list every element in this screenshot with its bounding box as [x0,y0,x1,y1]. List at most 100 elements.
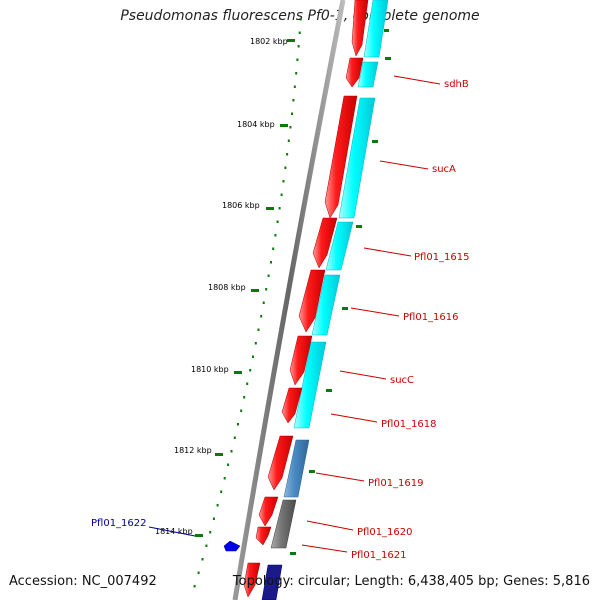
cog-block [357,61,379,88]
cog-block [338,97,376,219]
gene-arrow [298,269,326,333]
gc-dot [254,342,257,345]
map-title: Pseudomonas fluorescens Pf0-1, complete … [120,8,480,24]
gene-arrow [351,0,369,57]
gc-dot [291,112,293,115]
gene-label: sucA [432,164,456,175]
gene-arrow [281,387,303,424]
tick-label: 1804 kbp [237,120,275,129]
gc-dot [278,207,281,210]
gc-dot [220,490,223,493]
gc-dot [265,288,268,291]
gene-label: sdhB [444,79,469,90]
gene-arrow [289,335,313,386]
gene-arrow [243,562,261,598]
gc-dot [201,558,204,561]
cog-block [311,274,341,336]
gc-dot [209,531,212,534]
gene-arrow [267,435,294,491]
gc-dot [298,31,301,34]
gene-arrow [345,57,364,88]
outer-feature-marks [290,29,391,555]
gene-arrow [324,95,358,219]
gene-label-Pfl01_1618[interactable]: Pfl01_1618 [330,413,437,430]
gc-dot [246,382,249,385]
gene-label-Pfl01_1622[interactable]: Pfl01_1622 [91,518,196,537]
gene-arrow [258,496,279,527]
gc-dot [284,166,287,169]
gene-label-Pfl01_1616[interactable]: Pfl01_1616 [350,307,459,323]
gene-label-Pfl01_1615[interactable]: Pfl01_1615 [363,247,470,263]
tick-1812: 1812 kbp [174,446,223,456]
gene-label-Pfl01_1620[interactable]: Pfl01_1620 [306,520,413,538]
gc-dot [262,301,265,304]
tick-1802: 1802 kbp [250,37,295,46]
gc-dot [295,72,298,75]
gene-label-Pfl01_1619[interactable]: Pfl01_1619 [315,472,424,489]
gc-dot [272,247,275,250]
gc-dot [287,139,290,142]
cog-block [261,564,283,600]
gene-label: Pfl01_1622 [91,518,147,529]
tick-1814: 1814 kbp [155,527,203,537]
gc-dot [299,18,302,21]
tick-label: 1806 kbp [222,201,260,210]
gc-dot [193,585,196,588]
gene-label-sdhB[interactable]: sdhB [393,75,469,90]
cog-block [283,439,310,498]
gc-dot [237,423,239,426]
gc-dot [296,58,299,61]
gc-dot [257,328,260,331]
cog-block [363,0,389,58]
tick-label: 1808 kbp [208,283,246,292]
cog-ring [261,0,389,600]
cog-block [293,341,327,429]
gene-arrow [312,217,338,269]
gc-dot [240,409,243,412]
reverse-gene-arrow [223,540,241,552]
gc-dot [280,193,283,196]
tick-label: 1810 kbp [191,365,229,374]
gene-label-Pfl01_1621[interactable]: Pfl01_1621 [301,544,407,561]
gc-dot [297,45,300,48]
gc-dot [233,436,236,439]
tick-label: 1812 kbp [174,446,212,455]
gc-dot [197,571,200,574]
tick-1804: 1804 kbp [237,120,288,129]
tick-1810: 1810 kbp [191,365,242,374]
genome-backbone [232,0,346,600]
gc-dot [243,396,246,399]
gc-dot [212,517,215,520]
gc-dot [292,99,295,102]
tick-1808: 1808 kbp [208,283,259,292]
gc-dot [267,274,270,277]
gene-label: Pfl01_1615 [414,252,470,263]
gc-dot [276,220,279,223]
cog-block [270,499,297,549]
gene-label: Pfl01_1616 [403,312,459,323]
gene-label-sucA[interactable]: sucA [379,160,456,175]
tick-1806: 1806 kbp [222,201,274,210]
gc-dot [230,450,233,453]
gc-dot [227,463,230,466]
gene-label: Pfl01_1619 [368,478,424,489]
gene-label: sucC [390,375,414,386]
gene-label: Pfl01_1621 [351,550,407,561]
gc-dot [223,477,226,480]
gene-arrow [255,526,272,546]
gc-dot [252,355,254,358]
gc-dot [260,315,263,318]
cog-block [325,221,354,271]
gc-dot [282,180,285,183]
topology-text: Topology: circular; Length: 6,438,405 bp… [232,574,590,589]
accession-text: Accession: NC_007492 [9,574,157,589]
tick-label: 1802 kbp [250,37,288,46]
gene-label: Pfl01_1618 [381,419,437,430]
gc-dot [274,234,277,237]
gc-dot [216,504,219,507]
gene-label-sucC[interactable]: sucC [339,370,414,386]
gc-dot [270,261,272,264]
gc-dot [286,153,289,156]
gc-dot [205,544,208,547]
